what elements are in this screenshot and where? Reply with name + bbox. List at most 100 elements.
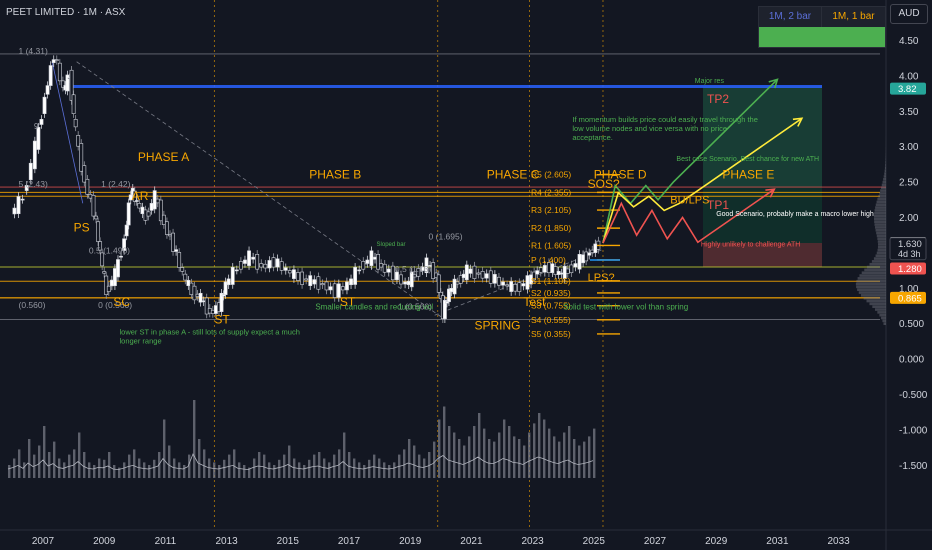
volume-profile-bar [879,313,886,317]
candle-body [45,85,50,95]
x-tick-label-10: 2027 [644,536,667,547]
volume-bar [578,445,581,478]
candle-body [442,300,447,320]
fib-label-0: 1 (4.31) [19,46,48,56]
candle-body [171,232,175,252]
candle-body [379,263,384,268]
candle-body [390,265,395,281]
volume-profile-bar [874,211,886,215]
volume-profile-bar [861,271,886,275]
volume-bar [353,458,356,478]
annotation-6: SC [113,295,130,309]
candle-body [238,261,243,270]
volume-bar [148,465,151,478]
volume-profile-bar [866,299,886,303]
candle-body [296,272,300,281]
volume-bar [553,436,556,478]
y-tick-label-9: 0.000 [899,355,924,366]
volume-bar [183,465,186,478]
candle-body [230,266,235,285]
candle-body [399,274,403,285]
volume-bar [8,465,11,478]
x-tick-label-0: 2007 [32,536,55,547]
candle-body [158,199,163,222]
candle-body [505,284,510,287]
volume-bar [438,419,441,478]
volume-bar [253,458,256,478]
volume-bar [28,439,31,478]
volume-bar [308,459,311,478]
candle-body [320,283,325,286]
volume-profile-bar [884,172,886,175]
candle-body [328,286,333,291]
volume-profile-bar [884,169,886,173]
candle-body [492,274,497,284]
volume-bar [573,439,576,478]
scenario-best-path [602,78,778,244]
candle-body [219,292,224,312]
x-tick-label-7: 2021 [460,536,483,547]
candle-body [556,271,561,275]
y-tick-label-8: 0.500 [899,319,924,330]
y-tick-label-1: 4.00 [899,71,919,82]
volume-bar [268,462,271,478]
currency-button[interactable]: AUD [890,4,928,24]
candle-body [263,263,268,269]
candle-body [161,214,166,225]
candle-body [497,276,501,286]
candle-body [593,243,598,253]
volume-profile-bar [877,197,886,201]
volume-bar [393,462,396,478]
candle-body [542,265,547,273]
candle-body [12,207,17,215]
candle-body [412,274,417,278]
annotation-13: BU/LPS [670,194,709,206]
volume-profile-bar [857,277,886,280]
candle-body [538,267,543,273]
volume-bar [558,441,561,478]
volume-profile-bar [881,183,886,187]
volume-bar [433,441,436,478]
candle-body [65,74,70,92]
annotation-8: ST [214,313,230,327]
volume-profile-bar [869,302,886,306]
volume-bar [233,449,236,478]
volume-bar [78,432,81,478]
candle-body [132,190,137,202]
volume-profile-bar [884,166,886,170]
volume-profile-bar [858,291,886,294]
volume-profile-bar [873,217,886,221]
candle-body [382,263,387,273]
candle-body [267,260,272,269]
fib-diagonal [51,61,84,204]
annotation-0: PHASE A [138,150,189,164]
volume-bar [293,458,296,478]
annotation-23: Sloped bar [377,242,406,248]
candle-body [581,254,585,264]
range-bar [759,27,885,47]
annotation-12: SOS? [588,177,620,191]
volume-profile-bar [856,285,886,289]
arrow-bad-icon [765,188,776,198]
volume-profile-bar [878,194,886,198]
volume-profile-bar [869,262,886,266]
x-tick-label-4: 2015 [277,536,300,547]
volume-bar [298,462,301,478]
candle-body [532,271,537,281]
note-lower-st-line: lower ST in phase A - still lots of supp… [120,327,300,336]
volume-bar [533,423,536,478]
volume-bar [563,432,566,478]
arrow-best-icon [768,78,779,89]
arrow-good-icon [792,117,804,127]
annotation-10: SPRING [474,318,520,332]
candle-body [143,209,148,221]
volume-bar [588,436,591,478]
candle-body [409,271,414,288]
volume-profile-bar [883,177,886,181]
candle-body [349,278,353,286]
scenario-good-path [602,117,803,244]
candle-body [186,279,191,287]
candle-body [189,282,194,295]
fib-label-8: 1 (0.560) [398,302,432,312]
